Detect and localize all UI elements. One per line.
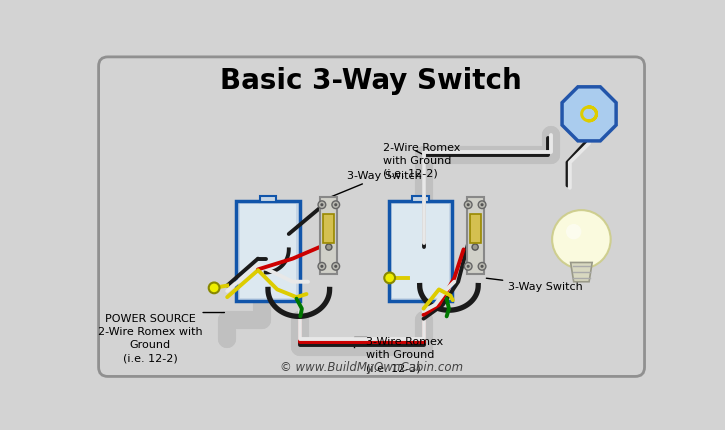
Circle shape xyxy=(467,265,470,268)
Text: © www.BuildMyOwnCabin.com: © www.BuildMyOwnCabin.com xyxy=(280,360,463,374)
Circle shape xyxy=(332,201,339,209)
Polygon shape xyxy=(571,263,592,282)
Bar xyxy=(470,215,481,244)
Circle shape xyxy=(334,265,337,268)
Bar xyxy=(239,205,297,298)
Circle shape xyxy=(318,263,326,270)
Circle shape xyxy=(552,211,610,269)
Circle shape xyxy=(481,204,484,207)
Circle shape xyxy=(326,244,332,251)
Circle shape xyxy=(478,263,486,270)
Text: 3-Way Switch: 3-Way Switch xyxy=(323,171,421,200)
Bar xyxy=(323,215,334,244)
Bar xyxy=(236,201,299,301)
Bar xyxy=(389,201,452,301)
Circle shape xyxy=(320,204,323,207)
Bar xyxy=(412,197,429,203)
Circle shape xyxy=(332,263,339,270)
Text: Basic 3-Way Switch: Basic 3-Way Switch xyxy=(220,67,522,95)
Circle shape xyxy=(320,265,323,268)
Circle shape xyxy=(566,224,581,240)
Text: 3-Way Switch: 3-Way Switch xyxy=(486,279,583,291)
Bar xyxy=(260,197,276,203)
Bar xyxy=(320,197,337,274)
Circle shape xyxy=(384,273,395,284)
Circle shape xyxy=(209,283,220,294)
Circle shape xyxy=(464,263,472,270)
Circle shape xyxy=(467,204,470,207)
Circle shape xyxy=(318,201,326,209)
FancyBboxPatch shape xyxy=(99,58,645,377)
Circle shape xyxy=(334,204,337,207)
Text: POWER SOURCE
2-Wire Romex with
Ground
(i.e. 12-2): POWER SOURCE 2-Wire Romex with Ground (i… xyxy=(98,313,202,362)
Circle shape xyxy=(478,201,486,209)
Circle shape xyxy=(464,201,472,209)
Bar xyxy=(467,197,484,274)
Circle shape xyxy=(472,244,478,251)
Polygon shape xyxy=(562,88,616,141)
Bar xyxy=(392,205,449,298)
Text: 2-Wire Romex
with Ground
(i.e. 12-2): 2-Wire Romex with Ground (i.e. 12-2) xyxy=(384,142,461,178)
Circle shape xyxy=(481,265,484,268)
Text: 3-Wire Romex
with Ground
(i.e. 12-3): 3-Wire Romex with Ground (i.e. 12-3) xyxy=(366,336,443,372)
